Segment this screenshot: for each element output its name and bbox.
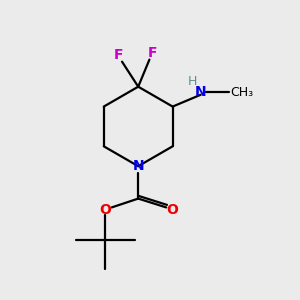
Text: H: H bbox=[188, 75, 197, 88]
Text: F: F bbox=[114, 48, 123, 62]
Text: F: F bbox=[148, 46, 158, 60]
Text: CH₃: CH₃ bbox=[230, 86, 254, 99]
Text: N: N bbox=[195, 85, 206, 99]
Text: N: N bbox=[132, 159, 144, 173]
Text: O: O bbox=[167, 203, 178, 217]
Text: O: O bbox=[99, 203, 111, 217]
